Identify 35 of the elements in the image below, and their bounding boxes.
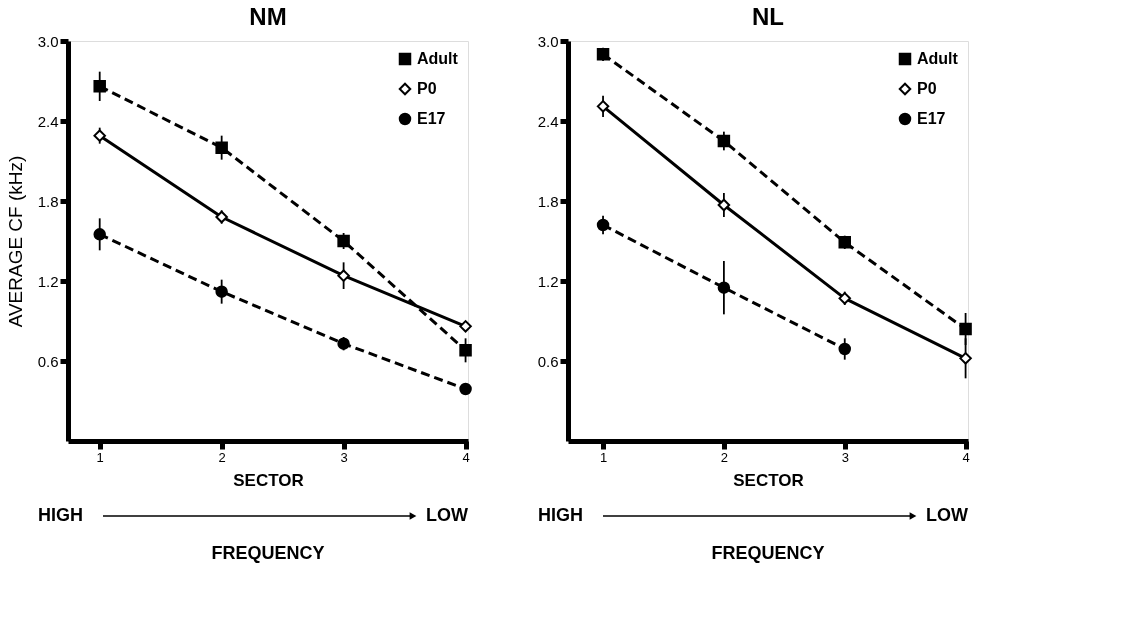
legend-label: Adult xyxy=(417,50,459,67)
x-tick-label: 4 xyxy=(962,449,970,465)
y-axis-title: AVERAGE CF (kHz) xyxy=(4,155,26,328)
text: LOW xyxy=(426,505,468,525)
x-axis-title: SECTOR xyxy=(733,470,804,490)
x-axis-title: SECTOR xyxy=(233,470,304,490)
x-tick-label: 3 xyxy=(841,449,849,465)
y-tick-label: 0.6 xyxy=(37,352,59,370)
y-tick-label: 1.8 xyxy=(37,192,59,210)
x-tick-label: 3 xyxy=(340,449,348,465)
legend-label: P0 xyxy=(917,80,937,97)
x-tick-label: 2 xyxy=(218,449,226,465)
y-tick-label: 1.2 xyxy=(537,272,559,290)
y-tick-label: 3.0 xyxy=(537,32,559,50)
y-tick-label: 1.2 xyxy=(37,272,59,290)
chart-title: NM xyxy=(249,3,287,30)
y-tick-label: 2.4 xyxy=(537,112,559,130)
y-tick-label: 3.0 xyxy=(37,32,59,50)
x-tick-label: 1 xyxy=(599,449,608,465)
y-tick-label: 0.6 xyxy=(537,352,559,370)
chart-title: NL xyxy=(752,3,784,30)
text: HIGH xyxy=(38,505,83,525)
legend-label: Adult xyxy=(917,50,959,67)
text: HIGH xyxy=(538,505,583,525)
legend-label: P0 xyxy=(417,80,437,97)
legend-label: E17 xyxy=(417,110,446,127)
legend-label: E17 xyxy=(917,110,946,127)
x-tick-label: 4 xyxy=(462,449,470,465)
y-tick-label: 2.4 xyxy=(37,112,59,130)
text: FREQUENCY xyxy=(211,543,325,563)
x-tick-label: 2 xyxy=(720,449,729,465)
text: LOW xyxy=(926,505,968,525)
x-tick-label: 1 xyxy=(96,449,104,465)
y-tick-label: 1.8 xyxy=(537,192,559,210)
text: FREQUENCY xyxy=(711,543,825,563)
